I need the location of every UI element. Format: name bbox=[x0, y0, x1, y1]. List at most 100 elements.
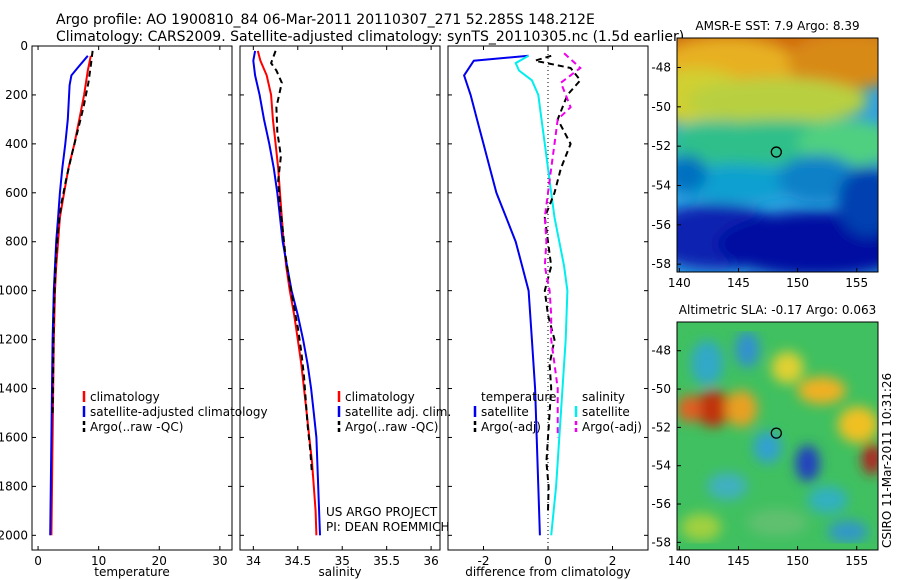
map-frame bbox=[676, 321, 879, 551]
map-frame bbox=[676, 37, 879, 273]
y-tick-label: 1800 bbox=[0, 479, 28, 493]
x-tick-label: 140 bbox=[668, 554, 691, 568]
x-tick-label: 145 bbox=[727, 554, 750, 568]
heatmap-cell bbox=[837, 406, 878, 443]
heatmap-cell bbox=[677, 164, 798, 202]
x-tick-label: 0 bbox=[544, 554, 552, 568]
y-tick-label: 200 bbox=[5, 88, 28, 102]
x-tick-label: 150 bbox=[786, 554, 809, 568]
y-tick-label: 400 bbox=[5, 137, 28, 151]
plot-frame bbox=[31, 45, 233, 551]
heatmap-cell bbox=[787, 38, 878, 90]
heatmap-cell bbox=[695, 390, 732, 427]
y-tick-label: 0 bbox=[20, 39, 28, 53]
series-line-2 bbox=[51, 50, 94, 414]
heatmap-cell bbox=[771, 351, 804, 384]
heatmap-cell bbox=[777, 155, 858, 202]
heatmap-cell bbox=[707, 472, 748, 500]
legend-heading: temperature bbox=[481, 390, 556, 404]
annotation-pi: PI: DEAN ROEMMICH bbox=[326, 520, 449, 534]
y-tick-label: 1600 bbox=[0, 430, 28, 444]
plot-frame bbox=[239, 45, 441, 551]
y-tick-label: -50 bbox=[651, 100, 671, 114]
y-tick-label: -50 bbox=[651, 382, 671, 396]
x-tick-label: 36 bbox=[423, 554, 438, 568]
y-tick-label: -54 bbox=[651, 459, 671, 473]
series-line-3 bbox=[543, 52, 582, 438]
y-tick-label: 600 bbox=[5, 186, 28, 200]
figure-title-line2: Climatology: CARS2009. Satellite-adjuste… bbox=[56, 29, 685, 45]
annotation-project: US ARGO PROJECT bbox=[326, 505, 438, 519]
legend-entry: satellite adj. clim. bbox=[345, 405, 451, 419]
x-tick-label: 35 bbox=[335, 554, 350, 568]
y-tick-label: -48 bbox=[651, 344, 671, 358]
heatmap-cell bbox=[687, 77, 868, 125]
legend-entry: Argo(-adj) bbox=[582, 420, 642, 434]
argo-position-marker bbox=[770, 427, 782, 439]
x-tick-label: 10 bbox=[91, 554, 106, 568]
heatmap-cell bbox=[717, 211, 878, 272]
y-tick-label: 1200 bbox=[0, 333, 28, 347]
x-tick-label: 155 bbox=[845, 276, 868, 290]
y-tick-label: 800 bbox=[5, 235, 28, 249]
x-tick-label: 140 bbox=[668, 276, 691, 290]
x-axis-label: difference from climatology bbox=[465, 565, 631, 579]
legend-entry: satellite-adjusted climatology bbox=[90, 405, 268, 419]
profile-panel-salinity: 34 34.5 35 35.5 36 salinity bbox=[239, 45, 441, 579]
heatmap-blobs bbox=[677, 38, 878, 272]
y-tick-label: -48 bbox=[651, 60, 671, 74]
heatmap-cell bbox=[725, 390, 758, 427]
legend-entry: climatology bbox=[90, 390, 160, 404]
x-tick-label: 2 bbox=[609, 554, 617, 568]
profile-panel-temperature: 0 200 400 600 800 1000 1200 1400 1600 1800 2000 0 10… bbox=[0, 39, 233, 579]
y-tick-label: -52 bbox=[651, 420, 671, 434]
legend-entry: Argo(..raw -QC) bbox=[90, 420, 183, 434]
x-tick-label: 150 bbox=[786, 276, 809, 290]
x-tick-label: 35.5 bbox=[373, 554, 400, 568]
x-tick-label: 155 bbox=[845, 554, 868, 568]
heatmap-cell bbox=[861, 442, 878, 475]
map-panel-sla-map: Altimetric SLA: -0.17 Argo: 0.063 140 145 1… bbox=[651, 303, 879, 568]
legend-entry: climatology bbox=[345, 390, 415, 404]
x-tick-label: -2 bbox=[477, 554, 489, 568]
map-title: Altimetric SLA: -0.17 Argo: 0.063 bbox=[679, 303, 876, 317]
x-tick-label: 0 bbox=[34, 554, 42, 568]
x-tick-label: 20 bbox=[152, 554, 167, 568]
heatmap-cell bbox=[837, 166, 878, 237]
y-tick-label: -52 bbox=[651, 139, 671, 153]
y-tick-label: 1000 bbox=[0, 284, 28, 298]
legend-entry: satellite bbox=[481, 405, 529, 419]
y-tick-label: -56 bbox=[651, 218, 671, 232]
legend-entry: satellite bbox=[582, 405, 630, 419]
heatmap-cell bbox=[807, 486, 848, 514]
y-tick-label: 1400 bbox=[0, 382, 28, 396]
map-title: AMSR-E SST: 7.9 Argo: 8.39 bbox=[695, 19, 859, 33]
legend-entry: Argo(..raw -QC) bbox=[345, 420, 438, 434]
y-tick-label: -58 bbox=[651, 257, 671, 271]
heatmap-cell bbox=[735, 331, 760, 368]
legend-heading: salinity bbox=[582, 390, 625, 404]
x-tick-label: 145 bbox=[727, 276, 750, 290]
series-line-0 bbox=[462, 54, 541, 536]
series-line-2 bbox=[269, 50, 313, 475]
y-tick-label: -54 bbox=[651, 178, 671, 192]
series-line-1 bbox=[49, 55, 89, 536]
heatmap-cell bbox=[681, 513, 722, 541]
y-tick-label: 2000 bbox=[0, 528, 28, 542]
heatmap-cell bbox=[747, 508, 808, 537]
heatmap-cell bbox=[797, 119, 878, 167]
x-axis-label: temperature bbox=[94, 565, 169, 579]
heatmap-blobs bbox=[677, 331, 878, 544]
x-tick-label: 34.5 bbox=[284, 554, 311, 568]
x-tick-label: 30 bbox=[212, 554, 227, 568]
timestamp-side-text: CSIRO 11-Mar-2011 10:31:26 bbox=[880, 373, 894, 548]
heatmap-field bbox=[677, 38, 878, 272]
figure-title-line1: Argo profile: AO 1900810_84 06-Mar-2011 … bbox=[56, 12, 595, 28]
y-tick-label: -58 bbox=[651, 535, 671, 549]
legend-entry: Argo(-adj) bbox=[481, 420, 541, 434]
series-line-2 bbox=[534, 54, 582, 511]
x-axis-label: salinity bbox=[318, 565, 361, 579]
heatmap-cell bbox=[691, 340, 724, 386]
